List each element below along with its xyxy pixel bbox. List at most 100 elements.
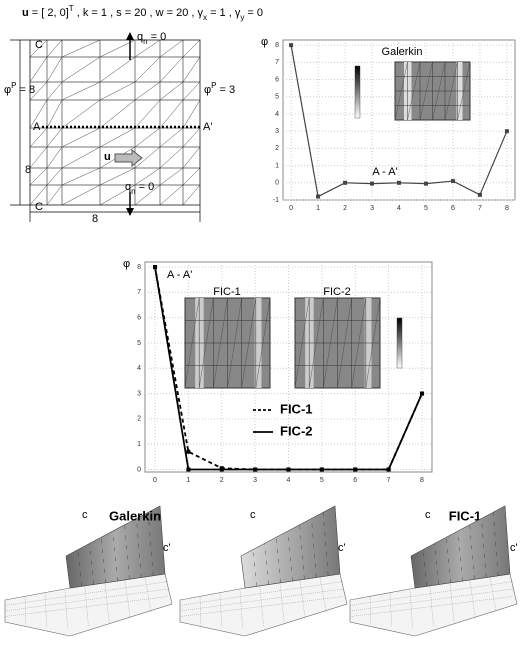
point xyxy=(316,194,321,199)
inset-title: FIC-2 xyxy=(323,286,351,298)
text-part: φ xyxy=(204,84,211,96)
text-part: q xyxy=(137,31,143,43)
mesh-diagonal xyxy=(29,167,48,186)
mesh-diagonal xyxy=(159,127,184,148)
mesh-diagonal xyxy=(182,39,201,58)
surface-grid xyxy=(112,530,118,582)
surface-grid xyxy=(264,543,269,585)
mesh-diagonal xyxy=(61,184,101,206)
surface-grid xyxy=(493,512,499,576)
surface-grid xyxy=(219,593,222,628)
surface-grid xyxy=(259,586,264,628)
mesh-diagonal xyxy=(61,167,101,186)
mesh-diagonal xyxy=(159,99,184,129)
point xyxy=(423,181,428,186)
corner-label: c' xyxy=(163,542,171,554)
mesh-diagonal xyxy=(99,81,136,101)
point xyxy=(253,467,258,472)
surface-grid xyxy=(77,549,83,587)
text-part: = 8 xyxy=(16,84,35,96)
mesh-diagonal xyxy=(46,127,63,148)
x-tick-label: 1 xyxy=(186,477,190,484)
inset-mesh xyxy=(255,297,271,389)
surface-grid xyxy=(179,588,344,612)
mesh-diagonal xyxy=(99,56,136,83)
point xyxy=(397,180,401,185)
x-tick-label: 6 xyxy=(353,477,357,484)
point xyxy=(419,391,424,396)
surface-grid xyxy=(89,543,94,585)
surface-grid xyxy=(64,590,68,629)
y-tick-label: 0 xyxy=(137,466,141,473)
y-tick-label: 6 xyxy=(275,76,279,83)
text-part: P xyxy=(211,81,216,90)
text-part: = 0 xyxy=(136,181,155,193)
mesh-diagonal xyxy=(159,81,184,101)
header: u = [ 2, 0]T , k = 1 , s = 20 , w = 20 ,… xyxy=(22,4,263,22)
mesh-diagonal xyxy=(29,39,48,58)
text-part: T xyxy=(69,4,74,13)
inset-mesh xyxy=(432,61,446,121)
mesh-diagonal xyxy=(61,127,101,148)
surface-grid xyxy=(124,580,131,619)
inset-mesh xyxy=(308,297,324,389)
y-tick-label: 7 xyxy=(137,289,141,296)
text-part: , k = 1 , s = 20 , w = 20 , γ xyxy=(74,7,204,19)
surface-grid xyxy=(276,537,281,583)
x-tick-label: 3 xyxy=(253,477,257,484)
surface-grid xyxy=(179,581,344,606)
inset-mesh xyxy=(394,61,408,121)
y-tick-label: 1 xyxy=(275,162,279,169)
y-tick-label: 7 xyxy=(275,59,279,66)
flux-label: qn = 0 xyxy=(125,181,154,196)
surface-title: Galerkin xyxy=(109,508,161,523)
inset-mesh xyxy=(407,61,421,121)
y-tick-label: 2 xyxy=(275,145,279,152)
x-tick-label: 3 xyxy=(370,205,374,212)
y-tick-label: 4 xyxy=(137,365,141,372)
inset-mesh xyxy=(444,61,458,121)
mesh-diagonal xyxy=(159,39,184,58)
surface-grid xyxy=(434,543,439,585)
y-tick-label: 8 xyxy=(137,264,141,271)
surface-grid xyxy=(252,549,258,587)
surface-grid xyxy=(84,586,89,628)
x-tick-label: 5 xyxy=(424,205,428,212)
point xyxy=(477,192,482,197)
inset-mesh xyxy=(213,297,228,389)
inset-mesh xyxy=(365,297,381,389)
y-axis-label: φ xyxy=(261,36,268,48)
surface-grid xyxy=(199,596,202,626)
mesh-diagonal xyxy=(61,146,101,169)
point xyxy=(353,467,358,472)
point xyxy=(504,129,509,134)
arrow-head xyxy=(126,32,134,40)
text-part: = 0 xyxy=(244,7,263,19)
mesh-diagonal xyxy=(134,167,161,186)
surface-grid xyxy=(239,590,243,629)
y-tick-label: 8 xyxy=(275,42,279,49)
inset-mesh xyxy=(294,297,310,389)
surface-grid xyxy=(299,580,306,619)
x-tick-label: 2 xyxy=(220,477,224,484)
y-tick-label: 0 xyxy=(275,180,279,187)
bc-label: φP = 8 xyxy=(4,81,35,96)
mesh-diagonal xyxy=(182,81,201,101)
x-tick-label: 8 xyxy=(420,477,424,484)
dimension-label: 8 xyxy=(92,213,98,225)
mesh-diagonal xyxy=(134,146,161,169)
y-tick-label: 4 xyxy=(275,111,279,118)
y-tick-label: 1 xyxy=(137,441,141,448)
mesh-diagonal xyxy=(159,56,184,83)
corner-label: c' xyxy=(338,542,346,554)
mesh-diagonal xyxy=(61,81,101,101)
velocity-arrow xyxy=(114,148,143,168)
vector-label: u xyxy=(104,151,111,163)
mesh-diagonal xyxy=(46,167,63,186)
mesh-diagonal xyxy=(29,99,48,129)
mesh-diagonal xyxy=(134,184,161,206)
mesh-diagonal xyxy=(29,81,48,101)
point xyxy=(153,265,158,270)
flux-label: qn = 0 xyxy=(137,31,166,46)
surface-grid xyxy=(4,581,169,606)
